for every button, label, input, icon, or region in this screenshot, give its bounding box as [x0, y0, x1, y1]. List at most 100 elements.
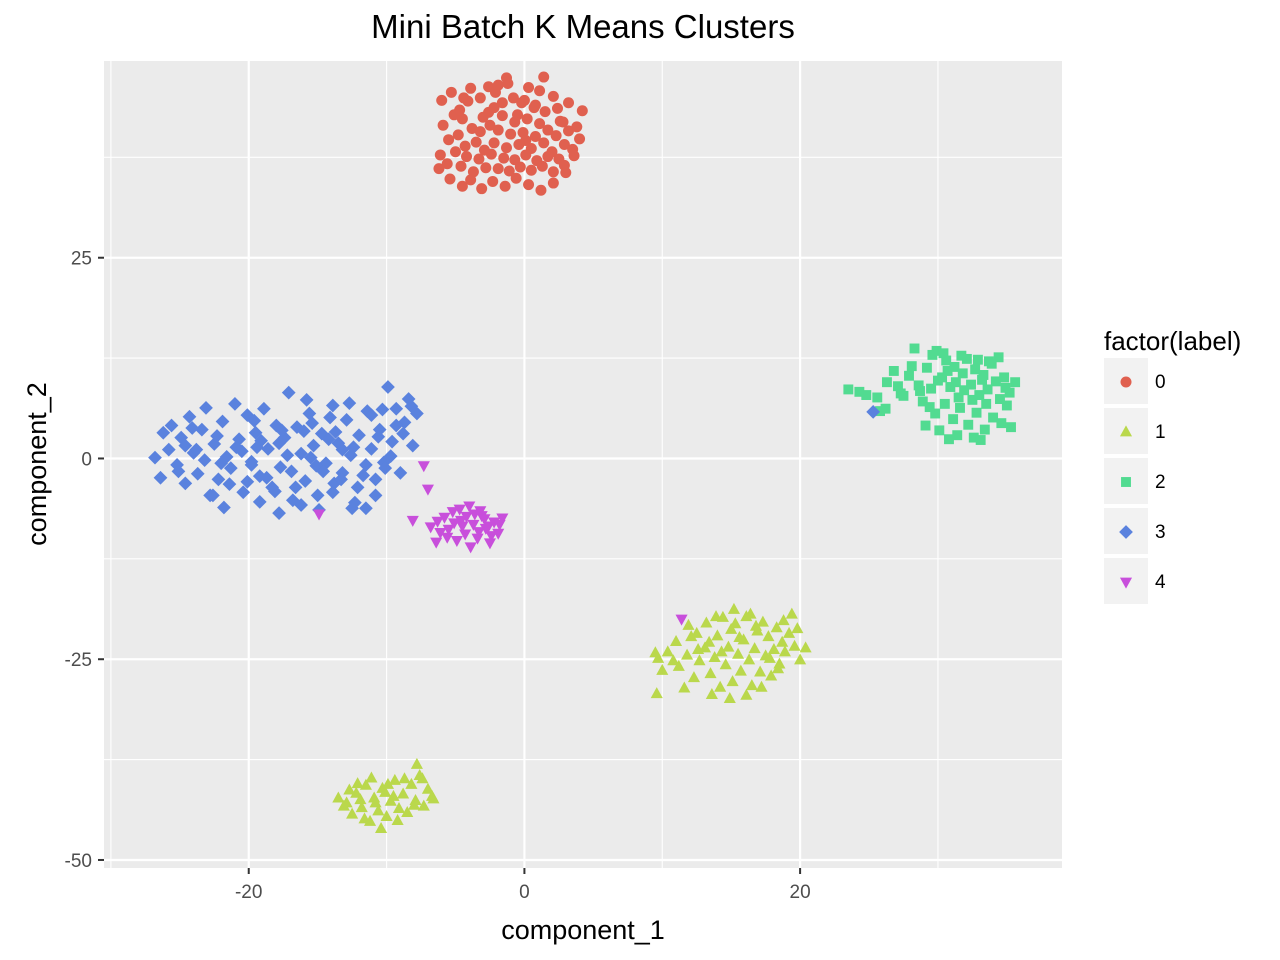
point-series-3	[375, 402, 390, 417]
point-series-3	[254, 433, 269, 448]
point-series-1	[650, 687, 663, 699]
point-series-2	[854, 386, 865, 397]
point-series-0	[516, 97, 528, 109]
point-series-1	[754, 665, 767, 677]
point-series-3	[185, 421, 200, 435]
point-series-1	[700, 616, 713, 628]
point-series-4	[485, 531, 498, 543]
point-series-3	[206, 488, 220, 503]
point-series-2	[956, 350, 967, 361]
point-series-0	[492, 124, 504, 136]
point-series-1	[726, 675, 739, 687]
point-series-4	[483, 538, 497, 550]
point-series-2	[953, 392, 964, 403]
point-series-0	[500, 142, 512, 154]
point-series-1	[698, 641, 712, 653]
point-series-0	[452, 129, 464, 141]
point-series-0	[434, 149, 446, 161]
point-series-2	[939, 398, 950, 409]
point-series-4	[417, 461, 430, 473]
point-series-3	[223, 461, 238, 475]
point-series-3	[229, 440, 244, 455]
point-series-1	[346, 807, 359, 819]
point-series-1	[661, 645, 674, 657]
point-series-4	[448, 518, 461, 530]
point-series-3	[335, 442, 350, 457]
point-series-3	[298, 474, 313, 488]
point-series-4	[463, 501, 476, 513]
point-series-3	[310, 488, 325, 503]
point-series-2	[957, 368, 968, 379]
point-series-0	[538, 71, 550, 83]
point-series-1	[408, 798, 421, 810]
point-series-2	[972, 354, 983, 365]
point-series-3	[261, 441, 275, 456]
point-series-2	[945, 382, 956, 392]
point-series-1	[725, 622, 738, 634]
point-series-3	[178, 438, 193, 453]
point-series-1	[685, 630, 698, 642]
point-series-0	[520, 149, 532, 161]
point-series-4	[424, 522, 437, 534]
point-series-0	[547, 177, 559, 189]
point-series-3	[161, 442, 176, 457]
point-series-2	[993, 352, 1004, 363]
point-series-3	[214, 456, 229, 471]
point-series-1	[667, 654, 680, 666]
point-series-0	[461, 151, 473, 163]
point-series-1	[375, 822, 388, 834]
point-series-2	[927, 349, 938, 360]
point-series-3	[364, 441, 379, 456]
point-series-4	[464, 542, 477, 554]
point-series-0	[465, 82, 477, 94]
point-series-1	[732, 647, 745, 659]
point-series-0	[496, 110, 508, 122]
point-series-3	[356, 468, 371, 483]
point-series-2	[983, 356, 994, 367]
point-series-1	[715, 645, 728, 657]
point-series-3	[381, 380, 395, 394]
point-series-3	[302, 406, 317, 421]
point-series-0	[455, 160, 467, 172]
point-series-3	[190, 466, 205, 481]
point-series-3	[257, 401, 271, 416]
point-series-2	[941, 355, 952, 366]
point-series-0	[563, 125, 575, 137]
point-series-3	[281, 385, 296, 400]
point-series-0	[498, 152, 510, 164]
point-series-1	[794, 653, 807, 665]
point-series-3	[350, 480, 365, 495]
point-series-0	[444, 173, 456, 185]
point-series-3	[182, 409, 197, 424]
point-series-3	[371, 429, 386, 444]
point-series-1	[410, 757, 423, 769]
point-series-1	[678, 681, 691, 693]
point-series-3	[345, 501, 359, 516]
point-series-0	[483, 106, 495, 118]
point-series-4	[675, 614, 688, 626]
point-series-1	[767, 642, 780, 654]
chart-title: Mini Batch K Means Clusters	[371, 8, 795, 45]
point-series-3	[359, 501, 373, 516]
y-tick-label: -50	[65, 851, 92, 872]
point-series-3	[194, 422, 209, 437]
point-series-3	[236, 485, 251, 500]
point-series-2	[932, 375, 943, 386]
legend-title: factor(label)	[1104, 326, 1241, 356]
point-series-2	[915, 386, 925, 396]
point-series-4	[472, 527, 485, 539]
point-series-3	[321, 432, 336, 447]
legend-symbol-3	[1119, 525, 1133, 539]
point-series-2	[971, 407, 982, 418]
point-series-3	[250, 440, 264, 455]
point-series-0	[523, 81, 535, 93]
point-series-1	[672, 659, 685, 671]
point-series-1	[351, 777, 364, 789]
point-series-2	[938, 348, 949, 359]
point-series-3	[342, 396, 357, 410]
point-series-0	[507, 92, 519, 104]
point-series-2	[955, 402, 965, 413]
point-series-0	[466, 122, 478, 134]
point-series-2	[952, 430, 963, 441]
point-series-1	[656, 663, 669, 675]
